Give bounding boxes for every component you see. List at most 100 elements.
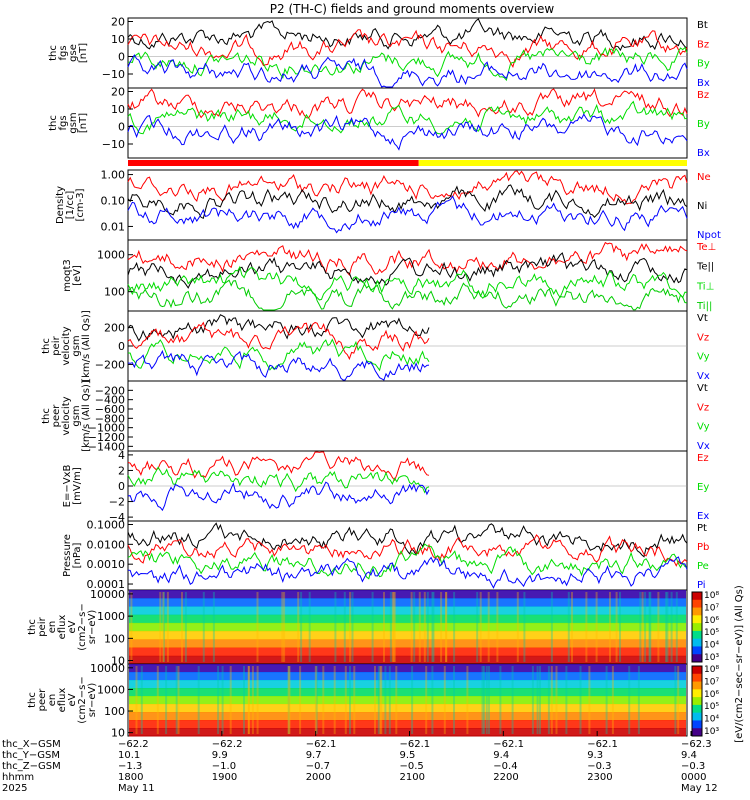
spectrogram-streak — [565, 666, 568, 734]
colorbar-swatch — [692, 630, 702, 640]
mode-bar-segment — [418, 160, 687, 166]
y-axis-label-line: (cm2−s− — [77, 676, 88, 723]
spectrogram-band — [129, 655, 686, 665]
spectrogram-streak — [476, 592, 479, 662]
y-axis-label: thc fgs gsm [nT] — [48, 112, 89, 133]
spectrogram-band — [129, 720, 686, 729]
y-tick-label: 1000 — [97, 683, 125, 696]
y-axis-label-line: gsm — [71, 405, 82, 426]
y-axis-label-line: gsm — [68, 112, 79, 133]
spectrogram-streak — [247, 666, 250, 734]
series-line-Bz — [127, 88, 688, 119]
colorbar-tick-label: 10⁵ — [704, 628, 719, 638]
x-axis-value: −62.2 — [212, 739, 243, 750]
spectrogram-streak — [418, 592, 421, 662]
y-axis-label-line: thc — [48, 115, 59, 131]
spectrogram-streak — [315, 666, 318, 734]
spectrogram-streak — [431, 592, 434, 662]
spectrogram-streak — [571, 592, 573, 662]
legend-entry: Pe — [697, 561, 709, 572]
legend-entry: Vx — [697, 371, 710, 382]
panel-frame — [127, 520, 688, 591]
y-tick-label: 10 — [111, 33, 125, 46]
spectrogram-streak — [432, 592, 435, 662]
legend-entry: Vt — [697, 313, 708, 324]
colorbar-tick-label: 10⁶ — [704, 690, 719, 700]
panel-frame — [127, 87, 688, 159]
spectrogram-band — [129, 590, 686, 599]
x-axis-value: May 12 — [681, 783, 718, 794]
y-axis-label-line: [nT] — [78, 113, 89, 133]
series-line-Vz — [127, 321, 430, 361]
x-axis-value: 1800 — [118, 772, 143, 783]
y-tick-label: −2 — [109, 496, 125, 509]
y-tick-label: 20 — [111, 86, 125, 99]
panel-10: 10000 1000 100 10 thc peer en eflux eV (cm2−s− sr−… — [27, 662, 688, 740]
y-axis-label-line: eflux — [57, 615, 68, 640]
y-axis-label-line: [mV/m] — [72, 467, 83, 505]
y-axis-label-line: thc — [48, 45, 59, 61]
spectrogram-streak — [567, 592, 570, 662]
spectrogram-band — [129, 606, 686, 616]
colorbar-swatch — [692, 666, 702, 675]
spectrogram-streak — [615, 592, 618, 662]
y-tick-label: 1.00 — [101, 169, 126, 182]
y-tick-label: −800 — [95, 412, 125, 425]
y-tick-label: 0.0001 — [87, 578, 126, 591]
legend-entry: Ti|| — [696, 301, 712, 312]
y-axis-label-line: fgs — [58, 45, 69, 60]
y-tick-label: −200 — [95, 358, 125, 371]
spectrogram-streak — [221, 666, 224, 734]
spectrogram-band — [129, 672, 686, 681]
spectrogram-streak — [539, 666, 541, 734]
spectrogram-streak — [380, 666, 383, 734]
spectrogram-streak — [349, 592, 352, 662]
y-tick-label: −1200 — [88, 431, 125, 444]
spectrogram-band — [129, 622, 686, 632]
spectrogram-streak — [351, 592, 354, 662]
legend-entry: Ti⊥ — [696, 281, 714, 292]
spectrogram-streak — [140, 666, 143, 734]
colorbar-swatch — [692, 654, 702, 663]
colorbar-tick-label: 10³ — [704, 653, 719, 663]
spectrogram-streak — [135, 666, 138, 734]
panel-4: 1000 100 moqt3 [eV] Te⊥ Te|| Ti⊥ Ti|| — [62, 239, 716, 312]
colorbar-swatch — [692, 623, 702, 632]
spectrogram-streak — [670, 592, 673, 662]
spectrogram-streak — [181, 592, 183, 662]
y-tick-label: −1400 — [88, 440, 125, 453]
y-tick-label: 1000 — [97, 249, 125, 262]
y-tick-label: 0.10 — [101, 195, 126, 208]
colorbar-tick-label: 10⁸ — [704, 665, 719, 675]
spectrogram-streak — [377, 666, 380, 734]
y-axis-label: Pressure [nPa] — [62, 534, 83, 577]
spectrogram-streak — [334, 592, 337, 662]
x-axis-value: 9.9 — [212, 750, 228, 761]
x-axis-value: 9.4 — [681, 750, 697, 761]
y-axis-label-line: [1/cc] — [65, 191, 76, 220]
spectrogram-streak — [423, 592, 426, 662]
spectrogram-streak — [281, 592, 284, 662]
y-axis-label-line: [km/s (All Qs)] — [81, 310, 92, 382]
legend-entry: Bz — [697, 39, 709, 50]
spectrogram-band — [129, 688, 686, 697]
y-axis-label-line: peer — [51, 404, 62, 428]
y-tick-label: 0 — [118, 121, 125, 134]
spectrogram-streak — [288, 666, 291, 734]
series-line-Vt — [127, 314, 430, 342]
legend-entry: Pt — [697, 523, 707, 534]
spectrogram-band — [129, 704, 686, 713]
colorbar-swatch — [692, 638, 702, 647]
y-axis-label-line: thc — [41, 408, 52, 424]
panel-9: 10000 1000 100 10 thc peir en eflux eV (cm2−s− sr−… — [27, 588, 688, 668]
y-axis-label: thc fgs gse [nT] — [48, 43, 89, 63]
spectrogram-streak — [641, 592, 644, 662]
spectrogram-streak — [665, 592, 668, 662]
spectrogram-streak — [353, 666, 356, 734]
y-axis-label-line: thc — [27, 619, 38, 635]
y-axis-label-line: thc — [27, 692, 38, 708]
spectrogram-streak — [392, 592, 395, 662]
x-axis-value: −0.3 — [587, 761, 611, 772]
spectrogram-band — [129, 696, 686, 705]
